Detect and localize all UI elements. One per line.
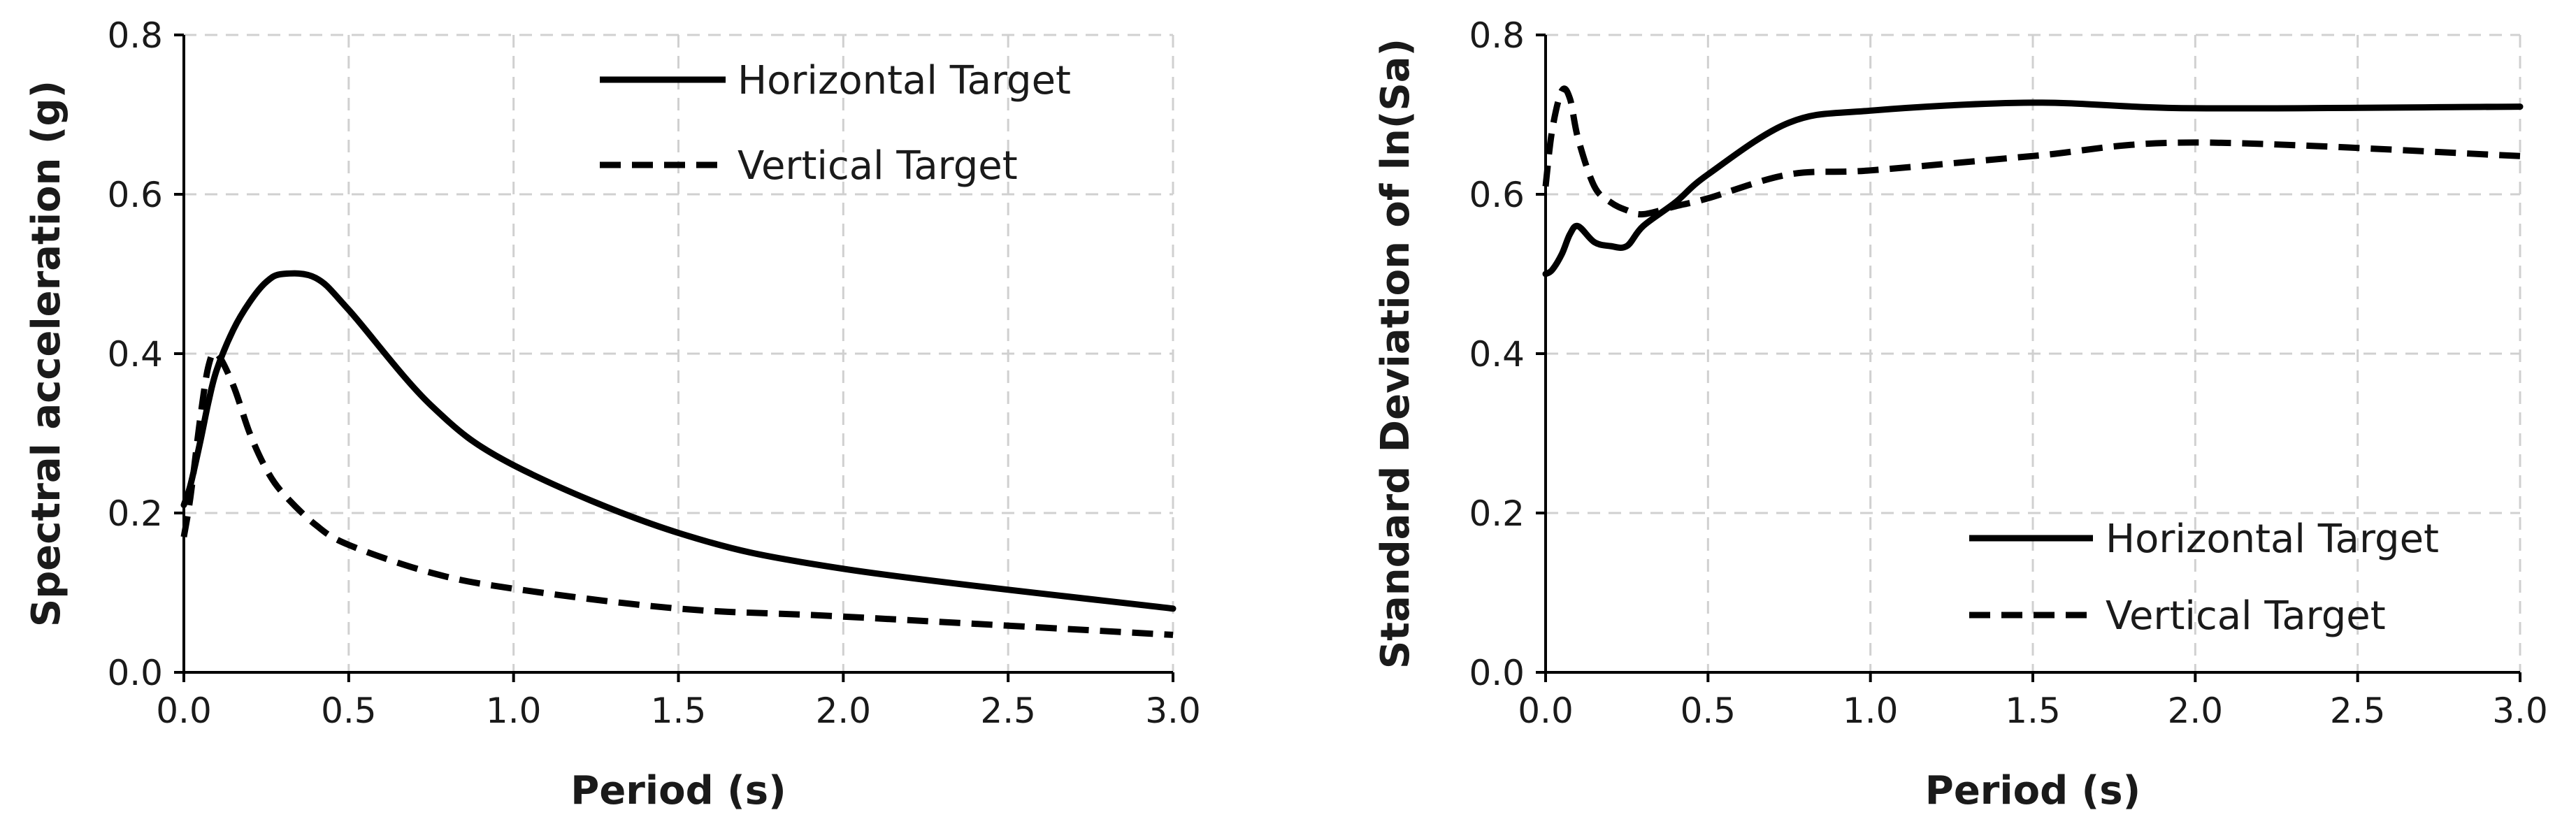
x-tick-label: 2.5 bbox=[2330, 691, 2386, 731]
legend-label: Vertical Target bbox=[2106, 593, 2386, 639]
x-tick-label: 3.0 bbox=[2492, 691, 2548, 731]
y-tick-label: 0.0 bbox=[1469, 653, 1525, 693]
x-tick-label: 3.0 bbox=[1145, 691, 1201, 731]
y-axis-title: Spectral acceleration (g) bbox=[24, 80, 69, 627]
y-axis-title: Standard Deviation of ln(Sa) bbox=[1373, 38, 1418, 669]
y-tick-label: 0.4 bbox=[107, 334, 163, 375]
x-tick-label: 2.5 bbox=[980, 691, 1036, 731]
x-tick-label: 1.0 bbox=[486, 691, 542, 731]
legend-label: Vertical Target bbox=[737, 143, 1018, 189]
vertical-target-line bbox=[1542, 85, 2521, 218]
vertical-target-line bbox=[180, 349, 1174, 638]
series-group bbox=[1542, 85, 2524, 277]
legend-label: Horizontal Target bbox=[2106, 516, 2439, 562]
x-axis-title: Period (s) bbox=[1925, 768, 2140, 814]
x-tick-label: 2.0 bbox=[2168, 691, 2224, 731]
axes: 0.0 0.2 0.4 0.6 0.8 0.0 0.5 1.0 1.5 2.0 2.5 3.0 bbox=[107, 15, 1200, 731]
x-tick-label: 0.0 bbox=[156, 691, 212, 731]
y-tick-label: 0.2 bbox=[107, 493, 163, 534]
y-tick-label: 0.6 bbox=[1469, 175, 1525, 215]
x-tick-label: 1.5 bbox=[651, 691, 707, 731]
x-tick-label: 0.0 bbox=[1518, 691, 1574, 731]
x-axis-title: Period (s) bbox=[570, 768, 786, 814]
standard-deviation-chart: 0.0 0.2 0.4 0.6 0.8 0.0 0.5 1.0 1.5 2.0 2.5 3.0 Peri… bbox=[1373, 15, 2548, 814]
legend-label: Horizontal Target bbox=[737, 58, 1071, 103]
horizontal-target-line bbox=[180, 270, 1177, 612]
y-tick-label: 0.8 bbox=[1469, 15, 1525, 56]
x-tick-label: 1.0 bbox=[1843, 691, 1899, 731]
y-tick-label: 0.4 bbox=[1469, 334, 1525, 375]
horizontal-target-line bbox=[1542, 99, 2524, 277]
y-tick-label: 0.6 bbox=[107, 175, 163, 215]
spectral-acceleration-chart: 0.0 0.2 0.4 0.6 0.8 0.0 0.5 1.0 1.5 2.0 2.5 3.0 Peri… bbox=[24, 15, 1201, 814]
x-tick-label: 0.5 bbox=[321, 691, 377, 731]
axes: 0.0 0.2 0.4 0.6 0.8 0.0 0.5 1.0 1.5 2.0 2.5 3.0 bbox=[1469, 15, 2547, 731]
x-tick-label: 2.0 bbox=[816, 691, 872, 731]
y-tick-label: 0.8 bbox=[107, 15, 163, 56]
series-group bbox=[180, 270, 1177, 638]
legend: Horizontal Target Vertical Target bbox=[1969, 516, 2439, 639]
x-tick-label: 1.5 bbox=[2005, 691, 2061, 731]
y-tick-label: 0.2 bbox=[1469, 493, 1525, 534]
x-tick-label: 0.5 bbox=[1681, 691, 1736, 731]
gridlines bbox=[184, 34, 1174, 672]
legend: Horizontal Target Vertical Target bbox=[600, 58, 1071, 189]
gridlines bbox=[1546, 34, 2521, 672]
y-tick-label: 0.0 bbox=[107, 653, 163, 693]
